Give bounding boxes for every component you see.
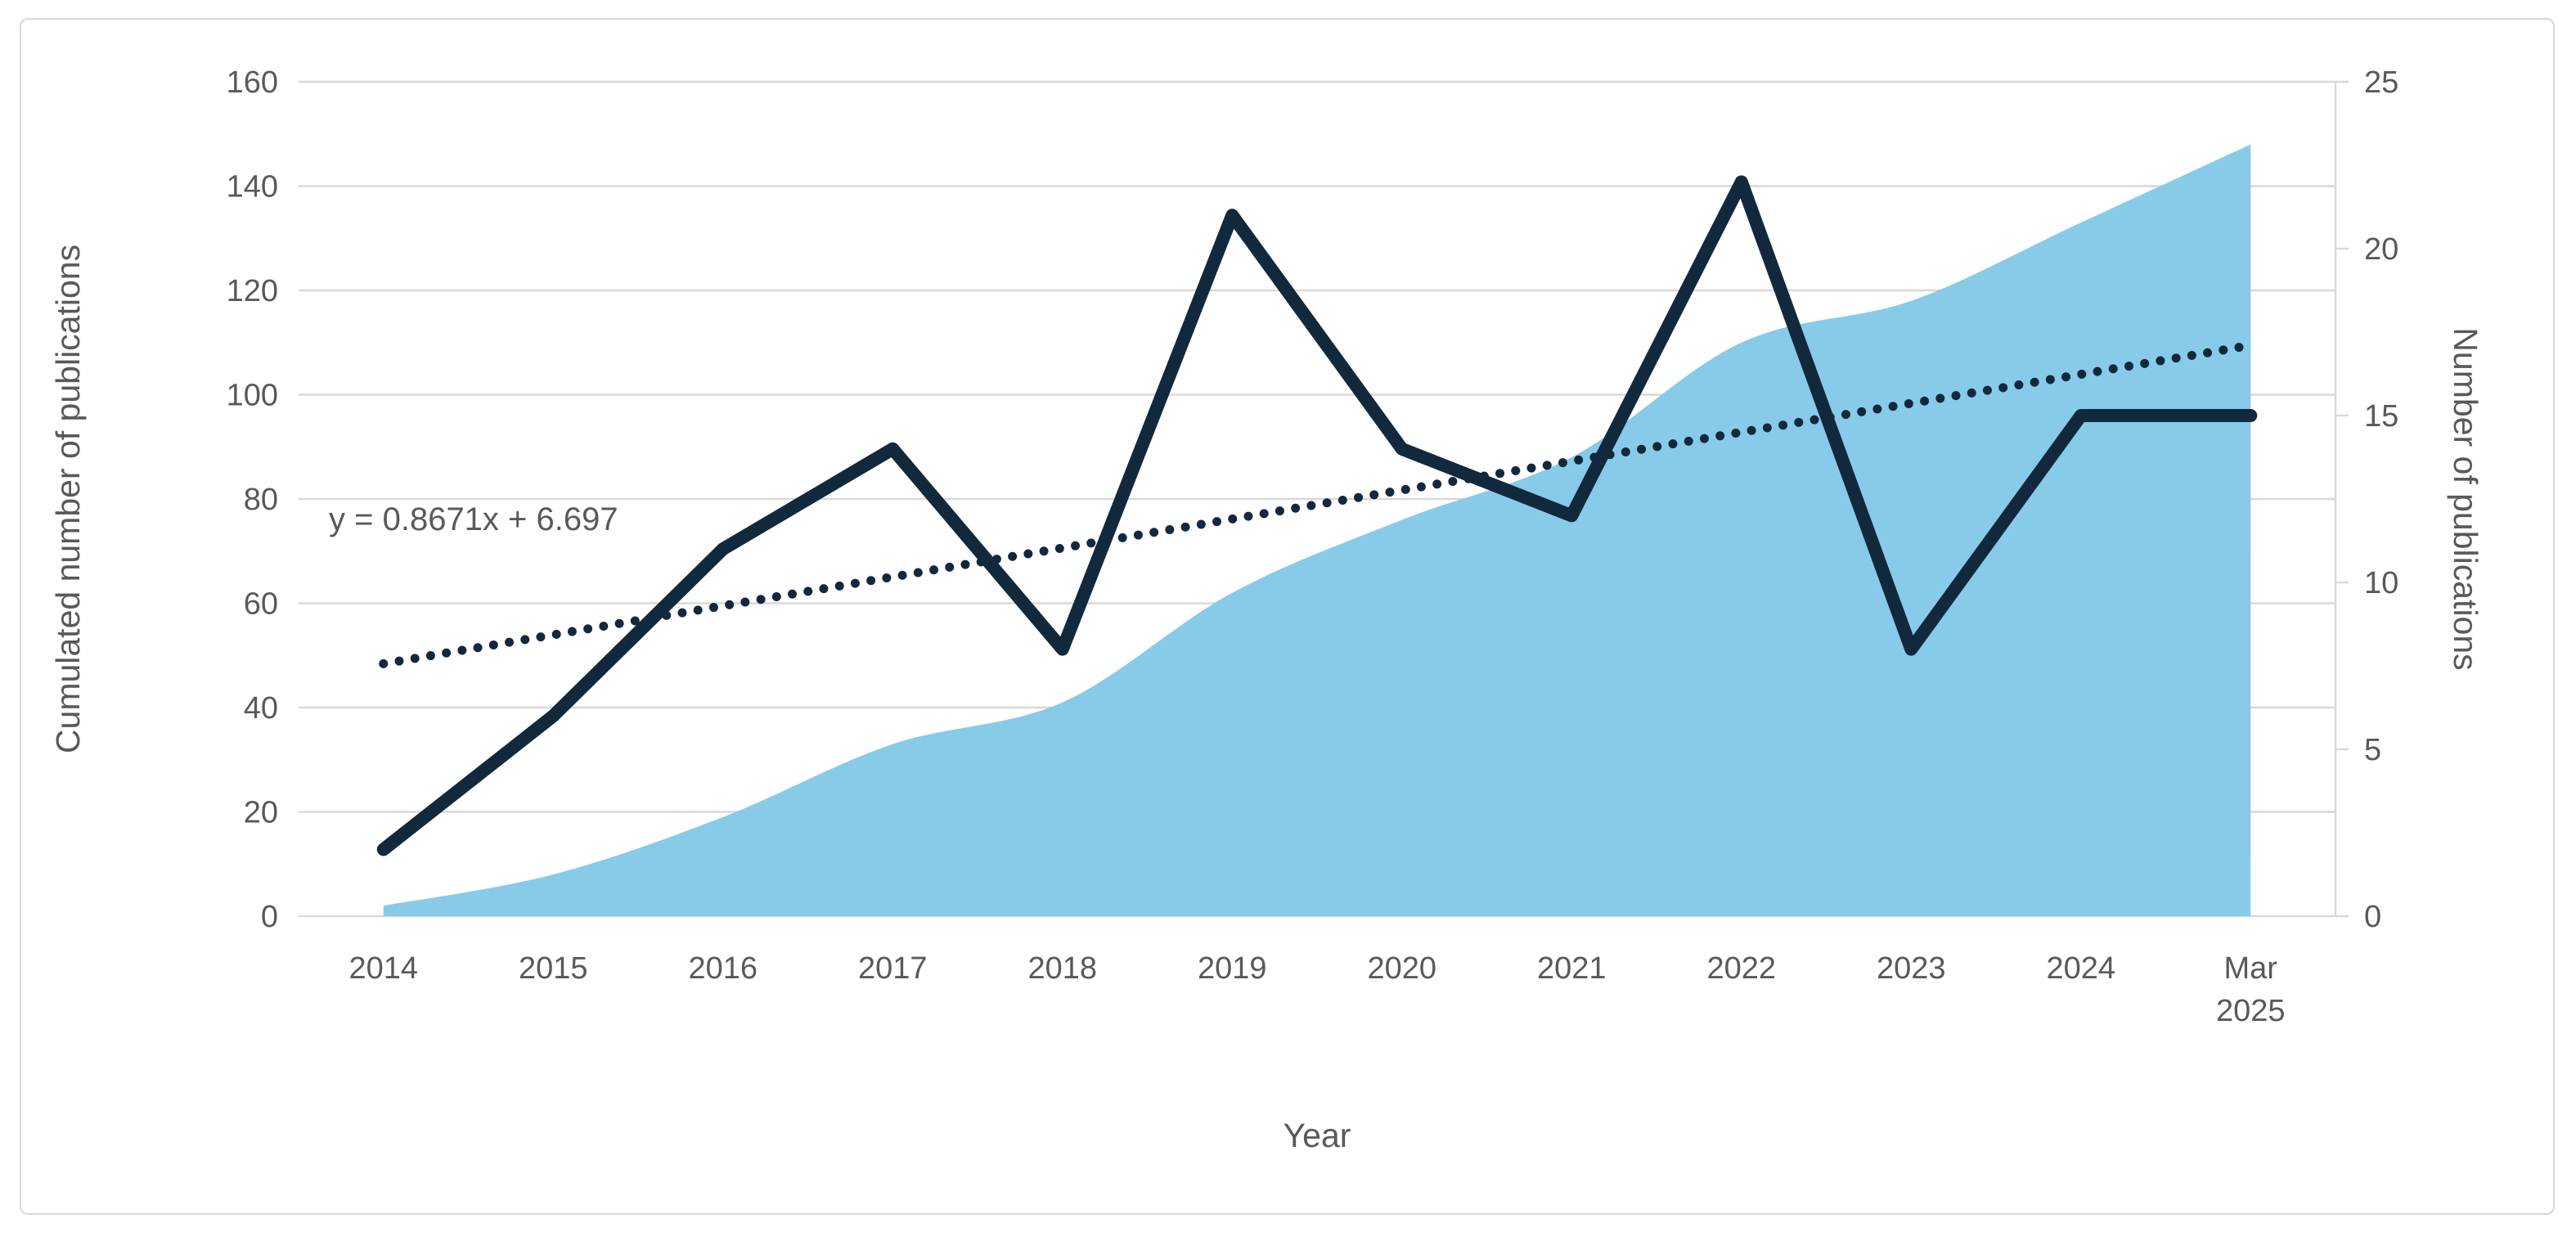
x-tick-label-7: 2021 bbox=[1537, 951, 1607, 986]
right-tick-label-15: 15 bbox=[2364, 399, 2398, 434]
left-tick-label-120: 120 bbox=[227, 274, 278, 308]
x-axis-title: Year bbox=[1284, 1117, 1351, 1154]
x-tick-label-11: 2025 bbox=[2216, 994, 2286, 1028]
right-tick-label-10: 10 bbox=[2364, 566, 2398, 600]
left-tick-label-80: 80 bbox=[244, 483, 278, 517]
x-tick-label-6: 2020 bbox=[1367, 951, 1436, 986]
trendline-dotted bbox=[379, 340, 2255, 668]
x-tick-label-11: Mar bbox=[2224, 951, 2278, 986]
left-tick-label-60: 60 bbox=[244, 587, 278, 622]
x-tick-label-8: 2022 bbox=[1706, 951, 1776, 986]
series-layer bbox=[376, 144, 2258, 916]
x-tick-label-1: 2015 bbox=[519, 951, 588, 986]
right-tick-label-20: 20 bbox=[2364, 232, 2398, 267]
right-tick-label-5: 5 bbox=[2364, 733, 2381, 767]
x-tick-label-3: 2017 bbox=[858, 951, 928, 986]
x-tick-label-10: 2024 bbox=[2046, 951, 2115, 986]
left-tick-label-140: 140 bbox=[227, 170, 278, 205]
right-axis-title: Number of publications bbox=[2447, 327, 2484, 670]
cumulated-publications-area bbox=[383, 144, 2251, 916]
x-tick-label-2: 2016 bbox=[688, 951, 758, 986]
left-tick-label-0: 0 bbox=[261, 900, 278, 934]
x-tick-label-0: 2014 bbox=[348, 951, 418, 986]
right-tick-label-0: 0 bbox=[2364, 900, 2381, 934]
left-tick-label-40: 40 bbox=[244, 691, 278, 726]
right-tick-label-25: 25 bbox=[2364, 65, 2398, 100]
x-tick-label-4: 2018 bbox=[1027, 951, 1097, 986]
left-tick-label-160: 160 bbox=[227, 65, 278, 100]
x-tick-label-5: 2019 bbox=[1198, 951, 1267, 986]
axis-lines bbox=[2334, 80, 2349, 918]
number-of-publications-line bbox=[376, 175, 2258, 856]
left-axis-title: Cumulated number of publications bbox=[49, 245, 87, 753]
left-tick-label-100: 100 bbox=[227, 379, 278, 413]
x-tick-label-9: 2023 bbox=[1877, 951, 1946, 986]
trendline-equation: y = 0.8671x + 6.697 bbox=[329, 501, 618, 537]
left-tick-label-20: 20 bbox=[244, 796, 278, 830]
